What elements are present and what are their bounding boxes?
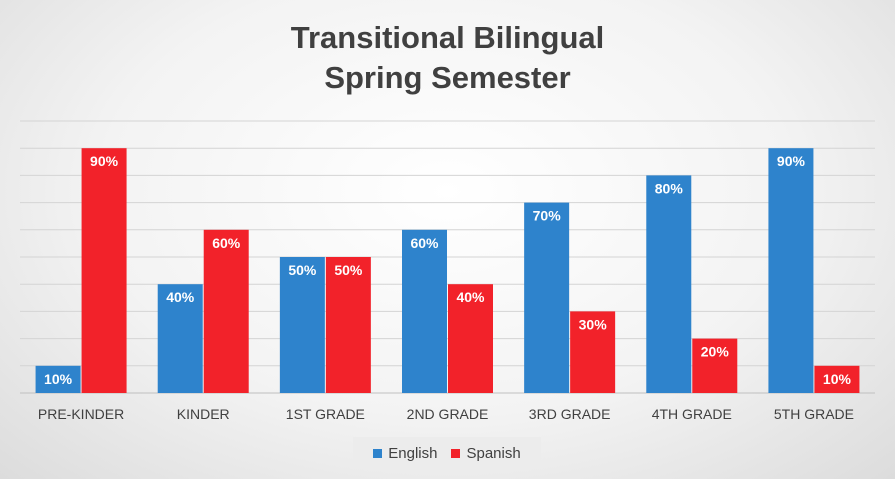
- chart-legend: English Spanish: [353, 437, 541, 469]
- data-label-spanish: 90%: [90, 153, 119, 169]
- data-label-spanish: 60%: [212, 235, 241, 251]
- legend-swatch-english: [373, 448, 383, 458]
- legend-item-english: English: [373, 445, 437, 462]
- bar-spanish: [692, 338, 738, 393]
- data-label-english: 70%: [533, 208, 562, 224]
- x-tick-label: 2ND GRADE: [407, 406, 489, 422]
- bar-english: [279, 257, 325, 393]
- data-label-spanish: 20%: [701, 344, 730, 360]
- bar-english: [768, 148, 814, 393]
- bar-spanish: [325, 257, 371, 393]
- bar-english: [157, 284, 203, 393]
- legend-item-spanish: Spanish: [451, 444, 521, 462]
- data-label-english: 90%: [777, 153, 806, 169]
- data-label-english: 50%: [288, 262, 317, 278]
- bar-spanish: [570, 311, 616, 393]
- bar-english: [402, 229, 447, 393]
- bar-spanish: [81, 148, 127, 393]
- bar-spanish: [448, 284, 493, 393]
- bar-spanish: [814, 365, 860, 393]
- legend-label-spanish: Spanish: [466, 444, 521, 462]
- data-label-english: 10%: [44, 371, 73, 387]
- data-label-english: 80%: [655, 180, 684, 196]
- bar-english: [646, 175, 692, 393]
- x-tick-label: PRE-KINDER: [38, 406, 124, 422]
- data-label-english: 40%: [166, 289, 195, 305]
- x-tick-label: 5TH GRADE: [774, 406, 854, 422]
- x-tick-label: 3RD GRADE: [529, 406, 611, 422]
- chart-title-line-2: Spring Semester: [324, 60, 571, 95]
- data-label-spanish: 50%: [334, 262, 363, 278]
- legend-label-english: English: [388, 444, 438, 462]
- data-label-english: 60%: [410, 235, 439, 251]
- bar-english: [35, 365, 81, 393]
- chart-title-line-1: Transitional Bilingual: [290, 20, 605, 55]
- bar-english: [524, 202, 570, 393]
- data-label-spanish: 10%: [823, 371, 852, 387]
- legend-swatch-spanish: [451, 448, 461, 458]
- x-tick-label: 4TH GRADE: [652, 406, 732, 422]
- bar-spanish: [203, 229, 249, 393]
- data-label-spanish: 30%: [579, 316, 608, 332]
- data-label-spanish: 40%: [456, 289, 485, 305]
- x-tick-label: KINDER: [177, 406, 230, 422]
- x-tick-label: 1ST GRADE: [286, 406, 365, 422]
- chart-title: Transitional Bilingual Spring Semester: [0, 18, 895, 98]
